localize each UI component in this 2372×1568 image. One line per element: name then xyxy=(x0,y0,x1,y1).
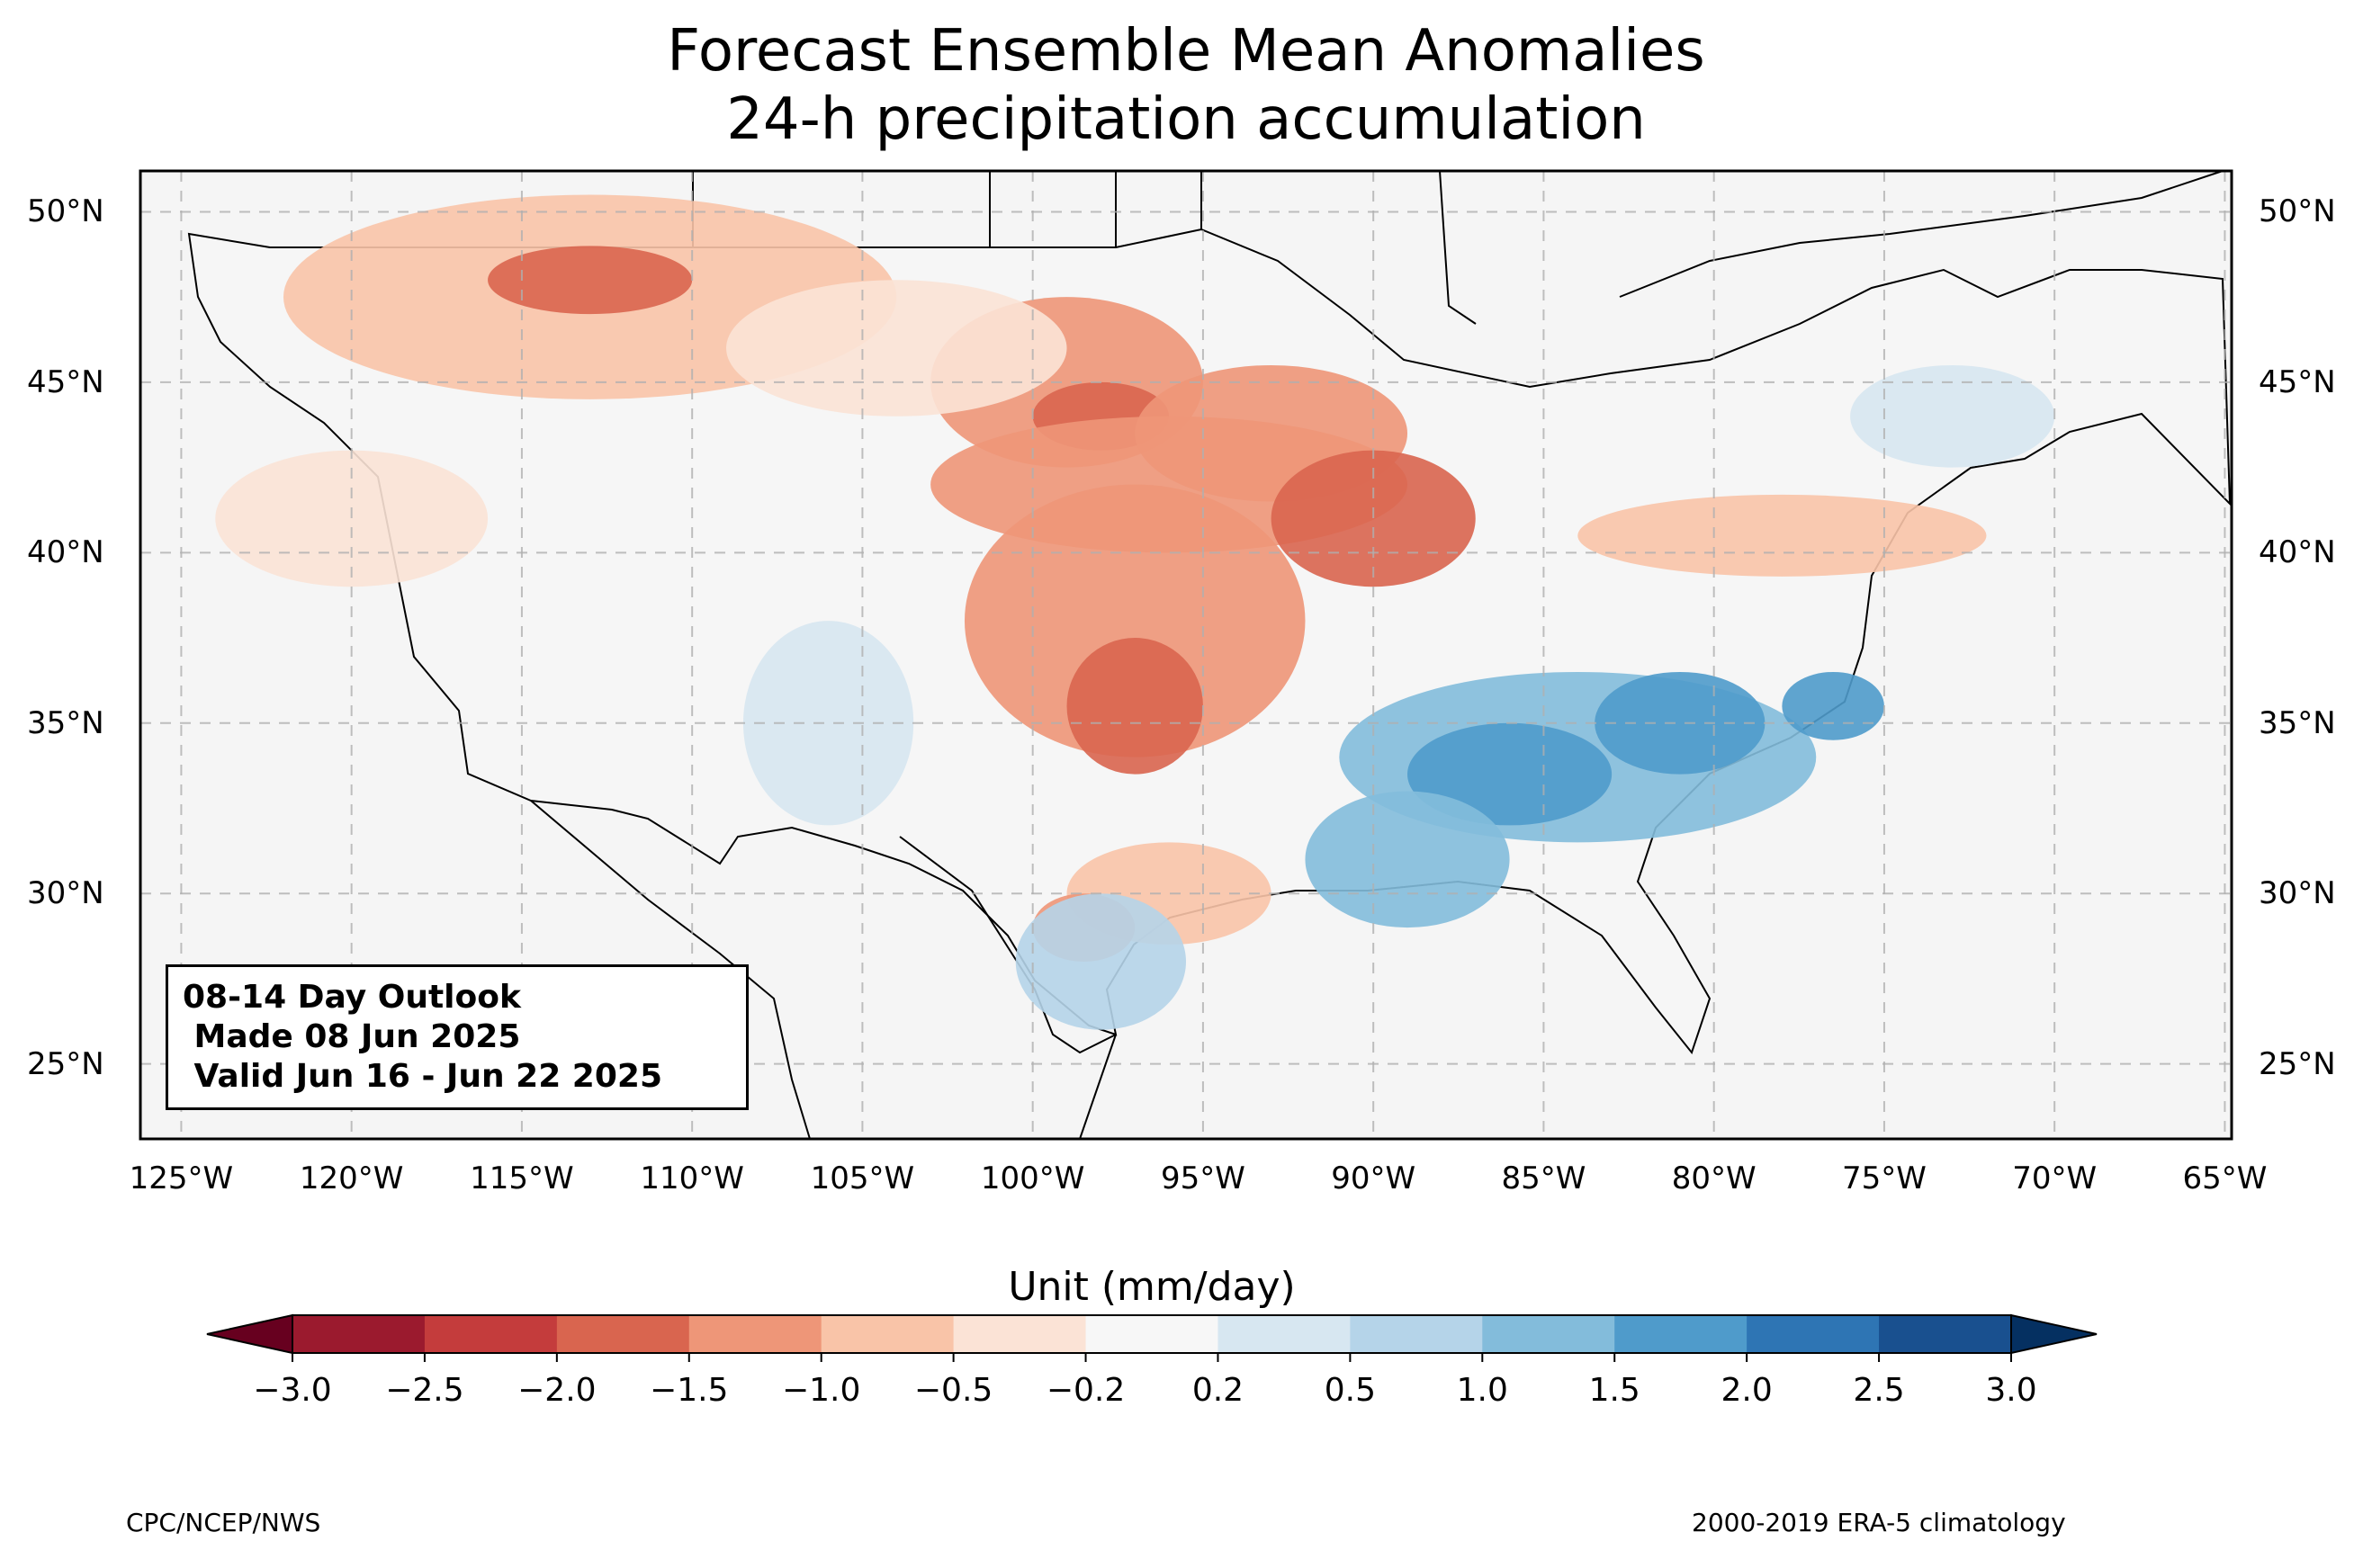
colorbar-tick-label: −1.0 xyxy=(781,1372,861,1409)
anomaly-area xyxy=(1015,893,1187,1030)
lat-tick-label-left: 30°N xyxy=(27,875,104,912)
colorbar-tick-label: 3.0 xyxy=(1985,1372,2037,1409)
anomaly-area xyxy=(488,246,693,315)
colorbar-extend-min xyxy=(206,1313,293,1355)
colorbar-segment xyxy=(688,1315,822,1353)
lon-tick-label: 125°W xyxy=(129,1160,234,1196)
chart-title-line1: Forecast Ensemble Mean Anomalies xyxy=(667,18,1705,85)
lat-tick-label-right: 35°N xyxy=(2259,704,2336,741)
colorbar-segment xyxy=(1747,1315,1880,1353)
colorbar-tick-label: −2.0 xyxy=(517,1372,597,1409)
lon-tick-label: 80°W xyxy=(1671,1160,1757,1196)
lat-tick-label-right: 40°N xyxy=(2259,534,2336,571)
colorbar-segment xyxy=(556,1315,690,1353)
lon-tick-label: 110°W xyxy=(640,1160,744,1196)
colorbar-tick-label: −2.5 xyxy=(385,1372,464,1409)
lon-tick-label: 75°W xyxy=(1841,1160,1927,1196)
lat-tick-label-right: 50°N xyxy=(2259,193,2336,230)
colorbar-frame xyxy=(292,1314,2012,1354)
outlook-made-date: Made 08 Jun 2025 xyxy=(183,1018,521,1055)
lon-tick-label: 85°W xyxy=(1501,1160,1586,1196)
colorbar-title: Unit (mm/day) xyxy=(1008,1264,1296,1310)
lat-tick-label-right: 25°N xyxy=(2259,1045,2336,1082)
anomaly-area xyxy=(1066,638,1203,775)
anomaly-area xyxy=(1782,671,1884,740)
anomaly-area xyxy=(742,621,914,826)
lon-tick-label: 70°W xyxy=(2012,1160,2098,1196)
lat-tick-label-left: 35°N xyxy=(27,704,104,741)
lat-tick-label-left: 45°N xyxy=(27,363,104,400)
anomaly-area xyxy=(1407,722,1613,826)
colorbar-segment xyxy=(953,1315,1087,1353)
lon-tick-label: 65°W xyxy=(2182,1160,2268,1196)
colorbar-extend-max xyxy=(2010,1313,2098,1355)
colorbar-tick-label: −3.0 xyxy=(253,1372,332,1409)
colorbar-segment xyxy=(821,1315,955,1353)
colorbar-tick-label: −0.2 xyxy=(1046,1372,1126,1409)
lat-tick-label-left: 25°N xyxy=(27,1045,104,1082)
lon-tick-label: 95°W xyxy=(1160,1160,1245,1196)
lon-tick-label: 105°W xyxy=(810,1160,915,1196)
anomaly-area xyxy=(1305,791,1510,928)
lon-tick-label: 90°W xyxy=(1331,1160,1416,1196)
lat-tick-label-left: 50°N xyxy=(27,193,104,230)
colorbar-tick-label: 0.2 xyxy=(1191,1372,1244,1409)
colorbar-tick-label: 0.5 xyxy=(1324,1372,1376,1409)
map-frame xyxy=(139,169,2233,1141)
colorbar xyxy=(206,1313,2098,1362)
footer-credit: CPC/NCEP/NWS xyxy=(126,1508,321,1537)
lat-tick-label-left: 40°N xyxy=(27,534,104,571)
colorbar-tick-label: −0.5 xyxy=(913,1372,993,1409)
outlook-title: 08-14 Day Outlook xyxy=(183,979,521,1016)
lat-tick-label-right: 30°N xyxy=(2259,875,2336,912)
footer-climatology: 2000-2019 ERA-5 climatology xyxy=(1692,1508,2066,1537)
anomaly-area xyxy=(1577,494,1987,577)
colorbar-segment xyxy=(1614,1315,1748,1353)
anomaly-area xyxy=(1850,364,2055,468)
chart-title-line2: 24-h precipitation accumulation xyxy=(726,86,1646,153)
colorbar-tick-label: 2.5 xyxy=(1853,1372,1905,1409)
anomaly-area xyxy=(1595,671,1766,775)
colorbar-tick-label: 1.0 xyxy=(1456,1372,1508,1409)
colorbar-segment xyxy=(1217,1315,1351,1353)
lon-tick-label: 120°W xyxy=(299,1160,404,1196)
colorbar-segment xyxy=(1085,1315,1218,1353)
outlook-valid-range: Valid Jun 16 - Jun 22 2025 xyxy=(183,1058,663,1095)
anomaly-area xyxy=(726,280,1067,417)
colorbar-tick-label: 1.5 xyxy=(1588,1372,1640,1409)
lon-tick-label: 100°W xyxy=(980,1160,1085,1196)
colorbar-segment xyxy=(1350,1315,1483,1353)
colorbar-segment xyxy=(424,1315,558,1353)
anomaly-area xyxy=(1271,450,1476,587)
colorbar-tick-label: −1.5 xyxy=(650,1372,729,1409)
outlook-info-box: 08-14 Day Outlook Made 08 Jun 2025 Valid… xyxy=(166,964,749,1110)
colorbar-segment xyxy=(1482,1315,1615,1353)
colorbar-segment xyxy=(292,1315,426,1353)
colorbar-tick-label: 2.0 xyxy=(1721,1372,1773,1409)
lat-tick-label-right: 45°N xyxy=(2259,363,2336,400)
lon-tick-label: 115°W xyxy=(470,1160,574,1196)
colorbar-segment xyxy=(1879,1315,2012,1353)
